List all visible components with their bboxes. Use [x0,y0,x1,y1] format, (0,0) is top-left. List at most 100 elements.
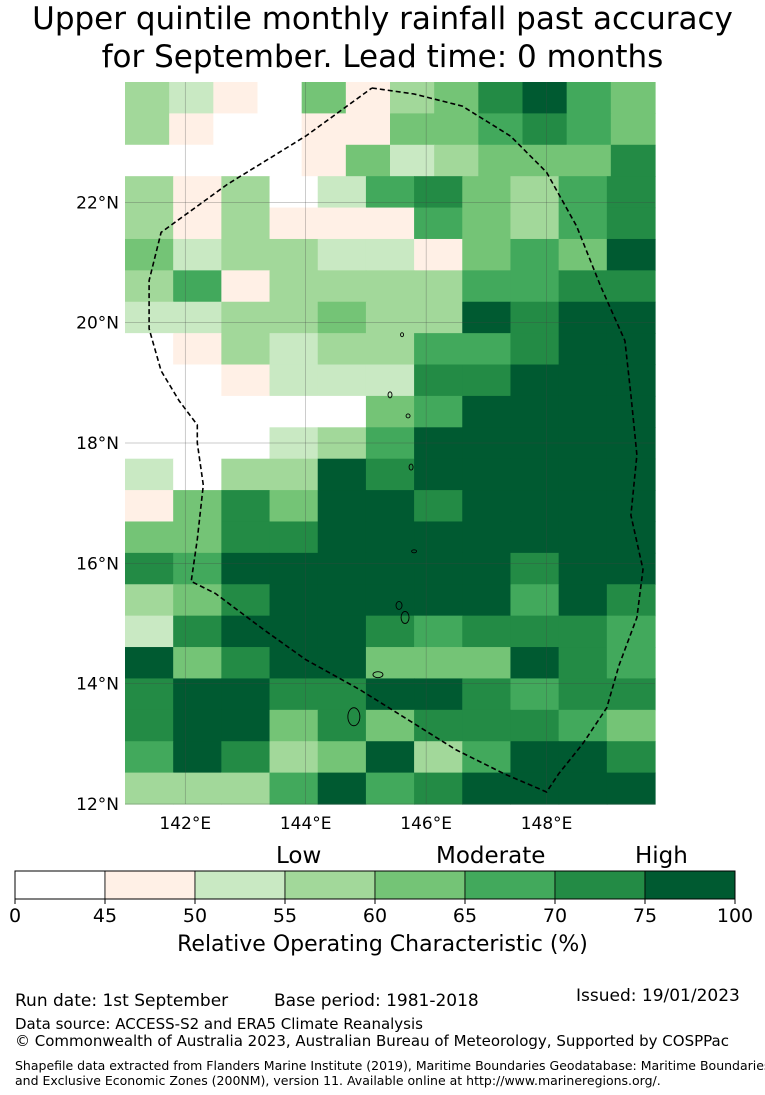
grid-cell [478,82,524,114]
colorbar-tick-label: 100 [717,905,753,927]
grid-cell [414,678,463,711]
grid-cell [125,709,174,742]
colorbar-segment [374,870,466,900]
eez-boundary-line [148,87,644,793]
grid-cell [462,427,512,460]
grid-cell [510,333,560,366]
grid-cell [610,144,656,177]
grid-cell [173,238,222,271]
copyright-notice: © Commonwealth of Australia 2023, Austra… [15,1032,729,1050]
island-outline [411,549,418,554]
grid-cell [610,113,656,146]
grid-cell [125,333,174,366]
grid-cell [414,552,463,585]
grid-cell [269,238,319,271]
map-title: Upper quintile monthly rainfall past acc… [0,0,765,76]
grid-cell [317,647,367,680]
grid-cell [462,741,512,774]
grid-cell [317,333,367,366]
grid-cell [434,113,479,146]
colorbar-word-high: High [635,843,688,869]
grid-cell [213,113,259,146]
grid-cell [213,144,259,177]
island-outline [400,332,404,338]
grid-cell [269,584,319,617]
grid-cell [558,301,608,334]
lon-tick-label: 142°E [159,814,211,834]
grid-cell [365,521,415,554]
issued-date: Issued: 19/01/2023 [576,986,740,1006]
grid-cell [390,113,435,146]
grid-cell [462,678,512,711]
grid-cell [221,615,271,648]
grid-cell [173,584,222,617]
grid-cell [269,207,319,240]
grid-cell [414,301,463,334]
grid-cell [221,552,271,585]
grid-cell [125,207,174,240]
grid-cell [125,238,174,271]
base-period: Base period: 1981-2018 [274,991,479,1011]
grid-cell [558,552,608,585]
grid-cell [125,176,174,209]
grid-cell [317,395,367,428]
grid-cell [510,427,560,460]
colorbar-tick-label: 70 [543,905,567,927]
grid-cell [462,395,512,428]
grid-cell [606,333,656,366]
grid-cell [365,584,415,617]
grid-cell [414,364,463,397]
title-line-1: Upper quintile monthly rainfall past acc… [32,1,733,37]
grid-cell [606,552,656,585]
grid-cell [558,584,608,617]
grid-cell [173,490,222,523]
lat-tick-label: 12°N [76,795,119,815]
grid-cell [365,427,415,460]
grid-cell [510,490,560,523]
grid-cell [173,615,222,648]
grid-cell [365,458,415,491]
colorbar-word-low: Low [276,843,322,869]
grid-cell [558,176,608,209]
grid-cell [606,521,656,554]
grid-cell [125,144,170,177]
rainfall-accuracy-map: 12°N 14°N 16°N 18°N 20°N 22°N 142°E 144°E 146°E 1… [9,82,753,927]
grid-cell [558,490,608,523]
grid-cell [522,113,568,146]
grid-cell [558,270,608,303]
data-source: Data source: ACCESS-S2 and ERA5 Climate … [15,1015,423,1033]
grid-cell [510,364,560,397]
grid-cell [414,521,463,554]
grid-cell [414,333,463,366]
grid-cell [125,458,174,491]
grid-cell [522,144,568,177]
colorbar-tick-label: 55 [273,905,297,927]
grid-cell [606,427,656,460]
grid-cell [510,615,560,648]
grid-cell [414,238,463,271]
grid-cell [257,82,303,114]
grid-cell [510,647,560,680]
grid-cell [510,772,560,805]
grid-cell [169,82,214,114]
grid-cell [317,772,367,805]
grid-cell [462,772,512,805]
grid-cell [317,678,367,711]
lat-tick-label: 16°N [76,554,119,574]
grid-cell [414,709,463,742]
grid-cell [566,144,612,177]
grid-cell [365,772,415,805]
grid-cell [221,207,271,240]
grid-cell [462,458,512,491]
grid-cell [173,678,222,711]
grid-cell [510,458,560,491]
grid-cell [462,238,512,271]
grid-cell [462,301,512,334]
grid-cell [365,647,415,680]
grid-cell [606,270,656,303]
grid-cell [365,238,415,271]
grid-cell [510,709,560,742]
grid-cell [462,490,512,523]
grid-cell [269,176,319,209]
grid-cell [221,364,271,397]
